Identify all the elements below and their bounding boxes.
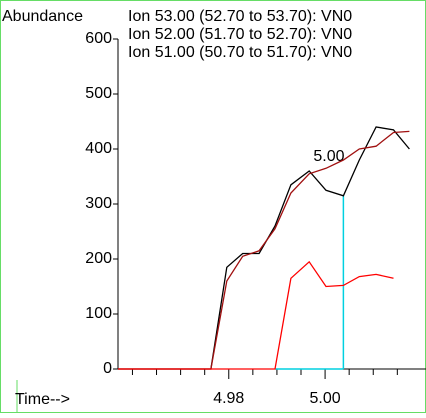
legend-entry: Ion 53.00 (52.70 to 53.70): VN0 [128, 8, 352, 25]
legend-entry: Ion 51.00 (50.70 to 51.70): VN0 [128, 44, 352, 61]
y-axis-label: Abundance [2, 8, 83, 25]
x-tick-label: 5.00 [310, 390, 341, 407]
x-axis-label: Time--> [15, 391, 70, 408]
series-line [118, 260, 394, 370]
y-tick-label: 0 [103, 360, 112, 377]
y-tick-label: 400 [85, 140, 112, 157]
y-tick-label: 500 [85, 85, 112, 102]
y-tick-label: 600 [85, 30, 112, 47]
y-tick-label: 100 [85, 305, 112, 322]
series-line [118, 130, 410, 370]
x-tick-label: 4.98 [213, 390, 244, 407]
legend-entry: Ion 52.00 (51.70 to 52.70): VN0 [128, 26, 352, 43]
annotation: 5.00 [313, 148, 344, 165]
series-line [118, 126, 410, 370]
y-tick-label: 300 [85, 195, 112, 212]
y-tick-label: 200 [85, 250, 112, 267]
